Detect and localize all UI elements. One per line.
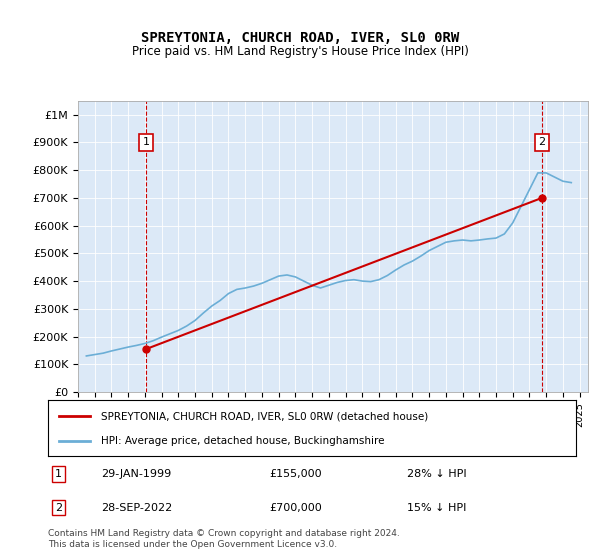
Text: £155,000: £155,000: [270, 469, 322, 479]
Text: 29-JAN-1999: 29-JAN-1999: [101, 469, 171, 479]
Text: HPI: Average price, detached house, Buckinghamshire: HPI: Average price, detached house, Buck…: [101, 436, 385, 446]
Text: 1: 1: [143, 137, 150, 147]
Text: SPREYTONIA, CHURCH ROAD, IVER, SL0 0RW: SPREYTONIA, CHURCH ROAD, IVER, SL0 0RW: [141, 31, 459, 45]
Text: Price paid vs. HM Land Registry's House Price Index (HPI): Price paid vs. HM Land Registry's House …: [131, 45, 469, 58]
Text: 15% ↓ HPI: 15% ↓ HPI: [407, 502, 466, 512]
Text: Contains HM Land Registry data © Crown copyright and database right 2024.
This d: Contains HM Land Registry data © Crown c…: [48, 529, 400, 549]
Text: 1: 1: [55, 469, 62, 479]
Text: 2: 2: [538, 137, 545, 147]
Text: 28% ↓ HPI: 28% ↓ HPI: [407, 469, 467, 479]
Text: £700,000: £700,000: [270, 502, 323, 512]
Text: 2: 2: [55, 502, 62, 512]
Text: SPREYTONIA, CHURCH ROAD, IVER, SL0 0RW (detached house): SPREYTONIA, CHURCH ROAD, IVER, SL0 0RW (…: [101, 411, 428, 421]
Text: 28-SEP-2022: 28-SEP-2022: [101, 502, 172, 512]
